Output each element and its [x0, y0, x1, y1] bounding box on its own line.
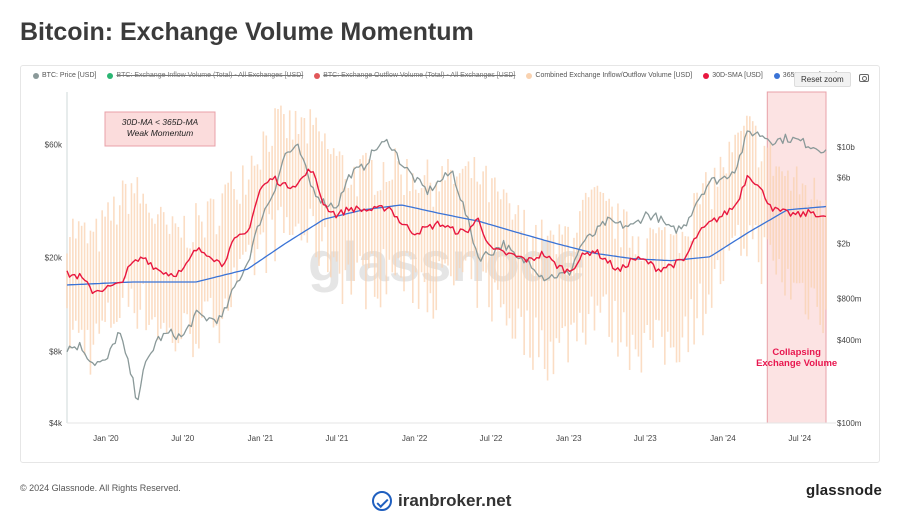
x-tick-label: Jul '23	[634, 434, 657, 443]
legend-item-0[interactable]: BTC: Price [USD]	[33, 72, 96, 79]
page-title: Bitcoin: Exchange Volume Momentum	[20, 18, 474, 46]
x-tick-label: Jan '20	[93, 434, 119, 443]
footer-logo: glassnode	[806, 482, 882, 499]
legend-dot-icon	[33, 72, 39, 79]
reset-zoom-button[interactable]: Reset zoom	[794, 72, 851, 87]
legend-dot-icon	[703, 72, 710, 79]
legend-item-4[interactable]: 30D-SMA [USD]	[703, 72, 763, 79]
y-right-tick-label: $6b	[837, 174, 851, 183]
legend-label: Combined Exchange Inflow/Outflow Volume …	[535, 72, 693, 79]
y-left-tick-label: $8k	[49, 348, 63, 357]
y-left-tick-label: $4k	[49, 419, 63, 428]
copyright-text: © 2024 Glassnode. All Rights Reserved.	[20, 483, 181, 493]
legend-item-2[interactable]: BTC: Exchange Outflow Volume (Total) - A…	[314, 72, 515, 79]
chart-plot: glassnode$4k$8k$20k$60k$100m$400m$800m$2…	[45, 91, 862, 443]
combined-volume-series	[66, 105, 827, 381]
x-tick-label: Jul '24	[788, 434, 811, 443]
legend-dot-icon	[107, 72, 114, 79]
x-tick-label: Jan '22	[402, 434, 428, 443]
site-watermark-label: iranbroker.net	[398, 491, 512, 510]
sma-30d-line	[66, 168, 827, 295]
chart-frame: BTC: Price [USD] BTC: Exchange Inflow Vol…	[20, 65, 880, 463]
legend-dot-icon	[773, 72, 780, 79]
camera-icon[interactable]	[859, 74, 869, 82]
checkmark-circle-icon	[372, 491, 392, 511]
y-right-tick-label: $2b	[837, 239, 851, 248]
y-right-tick-label: $800m	[837, 294, 862, 303]
legend-label: BTC: Price [USD]	[42, 72, 97, 79]
x-tick-label: Jan '23	[556, 434, 582, 443]
collapsing-volume-label: Collapsing	[772, 347, 821, 358]
sma-365d-line	[66, 204, 827, 286]
weak-momentum-label: Weak Momentum	[127, 128, 193, 138]
site-watermark: iranbroker.net	[372, 491, 511, 511]
x-tick-label: Jul '22	[480, 434, 503, 443]
y-right-tick-label: $100m	[837, 419, 862, 428]
y-left-tick-label: $60k	[45, 141, 63, 150]
weak-momentum-label: 30D-MA < 365D-MA	[122, 117, 199, 127]
weak-momentum-box	[104, 111, 216, 147]
legend-label: BTC: Exchange Inflow Volume (Total) - Al…	[116, 72, 304, 79]
y-right-tick-label: $400m	[837, 336, 862, 345]
y-left-tick-label: $20k	[45, 254, 63, 263]
legend-dot-icon	[314, 72, 321, 79]
y-right-tick-label: $10b	[837, 143, 855, 152]
collapsing-volume-label: Exchange Volume	[756, 358, 837, 369]
x-tick-label: Jan '21	[248, 434, 274, 443]
btc-price-line	[66, 130, 827, 401]
x-tick-label: Jul '21	[325, 434, 348, 443]
legend-label: BTC: Exchange Outflow Volume (Total) - A…	[323, 72, 516, 79]
x-tick-label: Jul '20	[171, 434, 194, 443]
legend-item-1[interactable]: BTC: Exchange Inflow Volume (Total) - Al…	[107, 72, 303, 79]
x-tick-label: Jan '24	[710, 434, 736, 443]
legend-dot-icon	[526, 72, 533, 79]
legend-label: 30D-SMA [USD]	[712, 72, 763, 79]
legend-item-3[interactable]: Combined Exchange Inflow/Outflow Volume …	[526, 72, 692, 79]
